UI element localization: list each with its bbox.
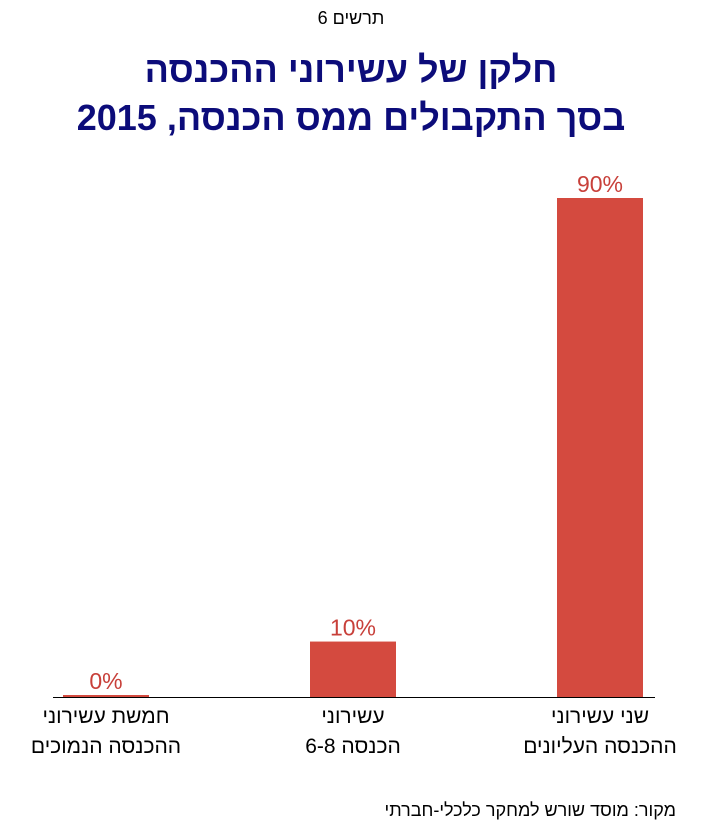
- bar-value-label-2: 10%: [330, 615, 376, 641]
- chart-title: חלקן של עשירוני ההכנסה בסך התקבולים ממס …: [0, 46, 702, 142]
- chart-title-line-1: חלקן של עשירוני ההכנסה: [144, 49, 558, 90]
- category-label-1-line-1: חמשת עשירוני: [42, 705, 169, 728]
- chart-title-line-2: בסך התקבולים ממס הכנסה, 2015: [76, 97, 626, 138]
- category-label-2-line-1: עשירוני: [321, 705, 384, 728]
- source-note: מקור: מוסד שורש למחקר כלכלי-חברתי: [384, 800, 676, 820]
- category-label-2-line-2: הכנסה 6-8: [305, 735, 401, 758]
- figure-label: תרשים 6: [317, 8, 385, 28]
- category-label-1-line-2: ההכנסה הנמוכים: [31, 735, 181, 758]
- bar-2: [310, 641, 396, 697]
- category-label-3-line-2: ההכנסה העליונים: [523, 735, 677, 758]
- bar-1: [63, 695, 149, 697]
- bar-3: [557, 198, 643, 697]
- bar-value-label-3: 90%: [577, 171, 623, 197]
- bar-value-label-1: 0%: [89, 668, 122, 694]
- category-label-3-line-1: שני עשירוני: [551, 705, 649, 728]
